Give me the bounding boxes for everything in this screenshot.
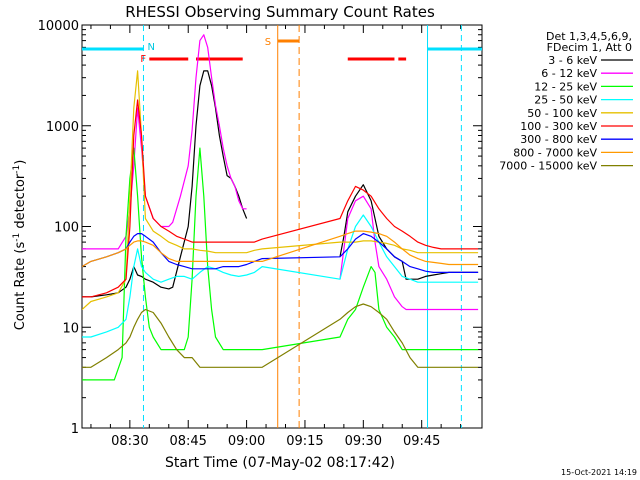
series-line-7000-15000-kev	[82, 303, 479, 368]
plot-area: 1 10 100 1000 10000 08:30 08:45 09:00 09:15 09:30…	[38, 19, 483, 449]
x-axis-label: Start Time (07-May-02 08:17:42)	[165, 455, 395, 471]
legend-entry-label: 25 - 50 keV	[534, 94, 597, 107]
x-tick-label: 08:45	[169, 434, 206, 449]
legend-entry-label: 3 - 6 keV	[548, 54, 597, 67]
series-line-50-100-kev	[82, 70, 479, 310]
x-tick-label: 09:15	[286, 434, 323, 449]
legend-entry-label: 50 - 100 keV	[527, 107, 597, 120]
y-tick-label: 100	[54, 221, 79, 236]
series-line-800-7000-kev	[82, 230, 479, 268]
x-tick-label: 09:00	[228, 434, 265, 449]
legend-header-line-1: Det 1,3,4,5,6,9,	[546, 30, 632, 43]
y-tick-label: 10	[62, 321, 79, 336]
series-line-12-25-kev	[82, 147, 479, 381]
saa-flag-label: S	[265, 37, 271, 48]
legend-entry-label: 100 - 300 keV	[520, 120, 597, 133]
series-line-25-50-kev	[82, 214, 479, 338]
legend-header-line-2: FDecim 1, Att 0	[547, 41, 632, 54]
series-line-100-300-kev	[82, 99, 479, 298]
legend-entry-label: 300 - 800 keV	[520, 133, 597, 146]
legend-entry-label: 800 - 7000 keV	[513, 146, 597, 159]
flare-flag-label: F	[140, 54, 146, 65]
x-tick-label: 09:30	[345, 434, 382, 449]
y-tick-label: 10000	[38, 19, 79, 34]
x-tick-label: 08:30	[111, 434, 148, 449]
series-group	[82, 34, 479, 381]
series-line-300-800-kev	[82, 233, 479, 273]
y-axis-label: Count Rate (s-1 detector-1)	[12, 160, 28, 331]
legend: Det 1,3,4,5,6,9,FDecim 1, Att 03 - 6 keV…	[499, 30, 633, 173]
legend-entry-label: 12 - 25 keV	[534, 80, 597, 93]
chart-title: RHESSI Observing Summary Count Rates	[125, 3, 435, 21]
footer-timestamp: 15-Oct-2021 14:19	[561, 468, 637, 477]
y-tick-label: 1000	[46, 120, 79, 135]
legend-entry-label: 7000 - 15000 keV	[499, 160, 597, 173]
night-flag-label: N	[147, 42, 154, 53]
legend-entry-label: 6 - 12 keV	[541, 67, 597, 80]
x-tick-label: 09:45	[403, 434, 440, 449]
y-tick-label: 1	[71, 422, 79, 437]
